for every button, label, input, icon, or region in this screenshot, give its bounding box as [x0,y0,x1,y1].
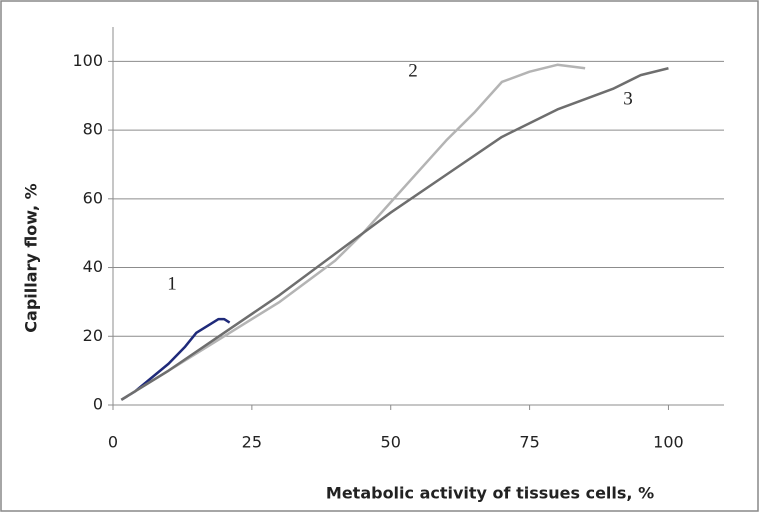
x-tick-label: 25 [242,433,262,452]
series-label: 3 [623,88,633,109]
y-tick-label: 20 [83,326,103,345]
x-axis-label: Metabolic activity of tissues cells, % [326,484,654,503]
line [120,317,231,401]
y-tick-label: 40 [83,257,103,276]
y-tick-label: 80 [83,120,103,139]
y-tick-label: 60 [83,188,103,207]
y-tick-label: 100 [72,51,103,70]
x-tick-label: 100 [653,433,684,452]
x-tick-label: 75 [519,433,539,452]
line [120,67,669,401]
y-axis-label: Capillary flow, % [22,183,41,332]
series-label: 2 [408,60,418,81]
y-tick-label: 0 [93,395,103,414]
x-tick-label: 50 [381,433,401,452]
x-tick-label: 0 [108,433,118,452]
series-label: 1 [167,273,177,294]
